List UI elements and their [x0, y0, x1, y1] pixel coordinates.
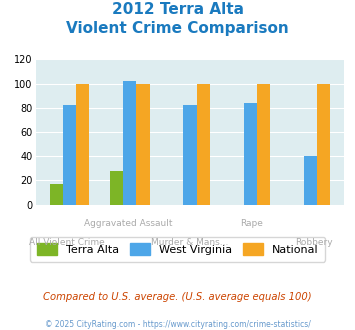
Bar — [197, 83, 210, 205]
Bar — [123, 81, 136, 205]
Bar — [257, 83, 270, 205]
Bar — [63, 105, 76, 205]
Text: All Violent Crime: All Violent Crime — [28, 238, 104, 247]
Text: © 2025 CityRating.com - https://www.cityrating.com/crime-statistics/: © 2025 CityRating.com - https://www.city… — [45, 320, 310, 329]
Bar — [136, 83, 149, 205]
Bar — [110, 171, 123, 205]
Bar — [317, 83, 330, 205]
Bar — [244, 103, 257, 205]
Bar — [76, 83, 89, 205]
Text: Violent Crime Comparison: Violent Crime Comparison — [66, 21, 289, 36]
Text: Rape: Rape — [240, 219, 263, 228]
Bar — [304, 156, 317, 205]
Text: Aggravated Assault: Aggravated Assault — [84, 219, 173, 228]
Legend: Terra Alta, West Virginia, National: Terra Alta, West Virginia, National — [30, 237, 325, 262]
Bar — [183, 105, 197, 205]
Text: Murder & Mans...: Murder & Mans... — [151, 238, 229, 247]
Bar — [50, 184, 63, 205]
Text: Robbery: Robbery — [295, 238, 332, 247]
Text: Compared to U.S. average. (U.S. average equals 100): Compared to U.S. average. (U.S. average … — [43, 292, 312, 302]
Text: 2012 Terra Alta: 2012 Terra Alta — [111, 2, 244, 16]
